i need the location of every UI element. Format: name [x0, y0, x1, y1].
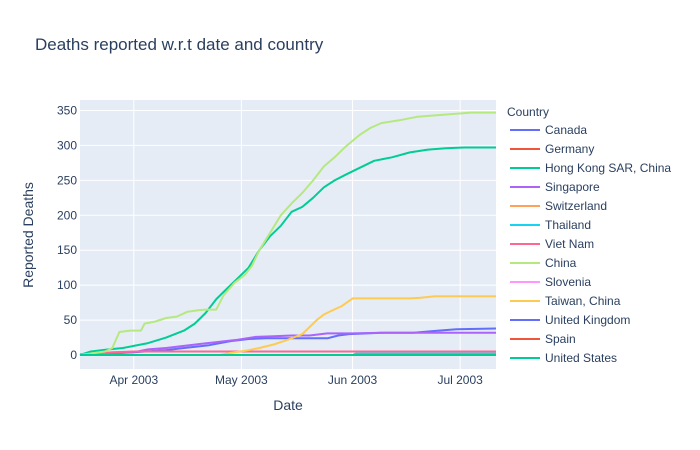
legend-label: Taiwan, China — [545, 294, 621, 308]
series-line[interactable] — [79, 111, 496, 356]
legend-title: Country — [507, 105, 549, 119]
chart-title: Deaths reported w.r.t date and country — [35, 35, 324, 54]
y-tick-label: 300 — [57, 138, 77, 152]
plot-area[interactable] — [80, 100, 496, 369]
legend-item[interactable]: Germany — [510, 142, 594, 156]
x-tick-label: Jul 2003 — [437, 373, 483, 387]
legend[interactable]: Country Canada Germany Hong Kong SAR, Chin… — [507, 105, 671, 365]
y-tick-label: 200 — [57, 208, 77, 222]
series-lines — [79, 111, 497, 356]
legend-label: Viet Nam — [545, 237, 594, 251]
legend-label: Thailand — [545, 218, 591, 232]
y-tick-label: 250 — [57, 173, 77, 187]
y-axis-ticks: 0 50 100 150 200 250 300 350 — [57, 103, 77, 362]
legend-item[interactable]: United States — [510, 351, 617, 365]
y-tick-label: 0 — [70, 348, 77, 362]
x-axis-title: Date — [273, 397, 303, 413]
y-tick-label: 100 — [57, 278, 77, 292]
x-tick-label: May 2003 — [215, 373, 268, 387]
legend-item[interactable]: Taiwan, China — [510, 294, 621, 308]
y-axis-title: Reported Deaths — [20, 182, 36, 288]
y-tick-label: 50 — [64, 313, 78, 327]
legend-item[interactable]: Viet Nam — [510, 237, 594, 251]
legend-item[interactable]: Canada — [510, 123, 587, 137]
legend-label: Germany — [545, 142, 594, 156]
gridlines — [80, 100, 496, 369]
legend-item[interactable]: United Kingdom — [510, 313, 630, 327]
series-line[interactable] — [80, 295, 496, 356]
y-tick-label: 150 — [57, 243, 77, 257]
legend-item[interactable]: China — [510, 256, 577, 270]
legend-item[interactable]: Slovenia — [510, 275, 591, 289]
series-line[interactable] — [79, 331, 496, 356]
legend-item[interactable]: Hong Kong SAR, China — [510, 161, 671, 175]
series-line[interactable] — [79, 146, 496, 356]
x-tick-label: Jun 2003 — [328, 373, 378, 387]
legend-label: Hong Kong SAR, China — [545, 161, 671, 175]
legend-label: United States — [545, 351, 617, 365]
legend-item[interactable]: Singapore — [510, 180, 600, 194]
legend-label: Switzerland — [545, 199, 607, 213]
legend-label: Slovenia — [545, 275, 591, 289]
x-tick-label: Apr 2003 — [109, 373, 158, 387]
legend-item[interactable]: Thailand — [510, 218, 591, 232]
y-tick-label: 350 — [57, 103, 77, 117]
legend-label: United Kingdom — [545, 313, 630, 327]
legend-item[interactable]: Spain — [510, 332, 576, 346]
legend-label: China — [545, 256, 577, 270]
legend-label: Singapore — [545, 180, 600, 194]
legend-item[interactable]: Switzerland — [510, 199, 607, 213]
legend-label: Canada — [545, 123, 587, 137]
legend-label: Spain — [545, 332, 576, 346]
x-axis-ticks: Apr 2003 May 2003 Jun 2003 Jul 2003 — [109, 373, 483, 387]
